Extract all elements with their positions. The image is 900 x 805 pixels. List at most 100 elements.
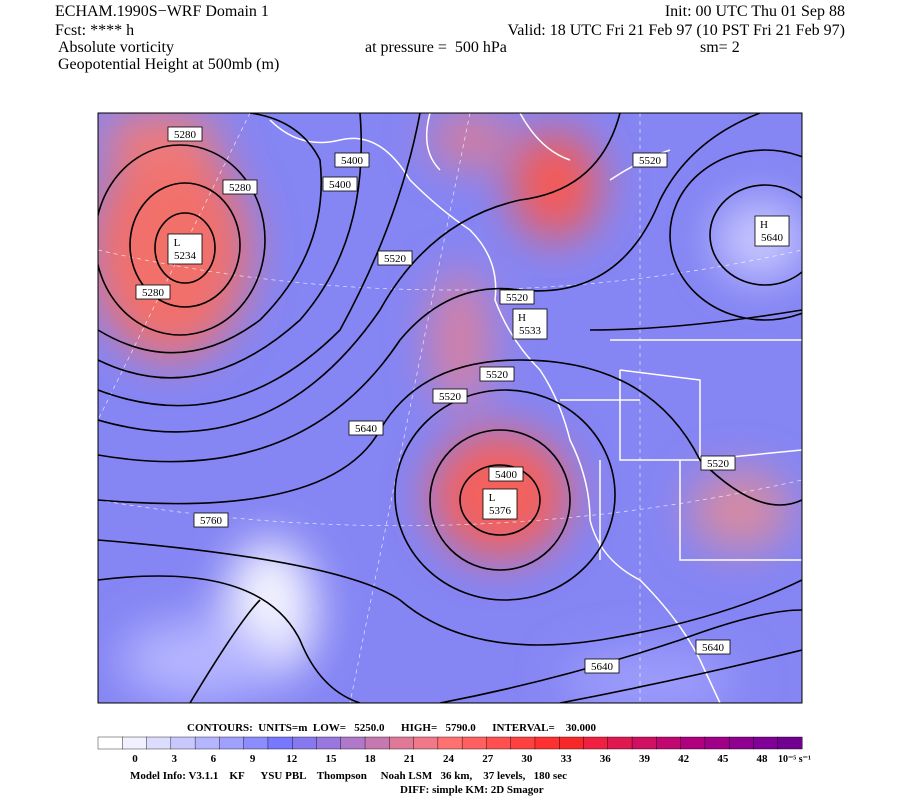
colorbar-cell — [170, 736, 196, 750]
contour-label-box — [488, 466, 524, 482]
contour-field: Geopotential Height at 500mb (m) — [58, 56, 279, 73]
contour-label-box — [222, 179, 258, 195]
colorbar-cell — [243, 736, 269, 750]
extremum-value: 5376 — [489, 505, 512, 517]
colorbar-cell — [219, 736, 245, 750]
colorbar-tick-label: 42 — [678, 753, 690, 765]
extremum-value: 5234 — [174, 250, 197, 262]
colorbar-cell — [534, 736, 560, 750]
extremum-marker: L — [174, 237, 181, 249]
colorbar-cell — [340, 736, 366, 750]
colorbar-tick-label: 6 — [211, 753, 217, 765]
colorbar-cell — [292, 736, 317, 750]
extremum-marker: H — [760, 219, 768, 231]
contour-label: 5520 — [639, 155, 662, 167]
colorbar-cell — [389, 736, 415, 750]
colorbar-tick-label: 12 — [286, 753, 298, 765]
colorbar-cell — [704, 736, 730, 750]
contour-label: 5520 — [439, 391, 462, 403]
contour-label: 5400 — [495, 469, 518, 481]
init-time: Init: 00 UTC Thu 01 Sep 88 — [665, 3, 845, 20]
extremum-marker: H — [518, 312, 526, 324]
colorbar-cell — [316, 736, 342, 750]
colorbar-tick-label: 33 — [561, 753, 573, 765]
colorbar-cell — [146, 736, 172, 750]
colorbar-tick-label: 45 — [717, 753, 729, 765]
contour-label-box — [479, 366, 515, 382]
colorbar-cell — [777, 736, 803, 750]
colorbar-cell — [364, 736, 390, 750]
colorbar-tick-label: 15 — [325, 753, 337, 765]
contour-info: CONTOURS: UNITS=m LOW= 5250.0 HIGH= 5790… — [187, 722, 597, 734]
contour-label: 5640 — [355, 423, 378, 435]
contour-label-box — [167, 126, 203, 142]
title: ECHAM.1990S−WRF Domain 1 — [55, 3, 269, 20]
colorbar-cell — [461, 736, 487, 750]
contour-label: 5520 — [384, 253, 407, 265]
contour-label-box — [348, 420, 384, 436]
contour-label-box — [584, 658, 620, 674]
contour-label: 5280 — [174, 129, 197, 141]
colorbar: 0 3 6 9 12 15 18 21 24 27 30 33 36 39 42 45 48 10⁻⁵ s⁻¹ — [97, 736, 811, 765]
colorbar-cell — [437, 736, 463, 750]
extremum-value: 5533 — [519, 325, 542, 337]
colorbar-units: 10⁻⁵ s⁻¹ — [778, 754, 811, 765]
colorbar-tick-label: 36 — [600, 753, 612, 765]
contour-label: 5760 — [200, 515, 223, 527]
extremum-box — [482, 488, 518, 520]
colorbar-cell — [656, 736, 682, 750]
colorbar-tick-label: 3 — [171, 753, 177, 765]
colorbar-cell — [413, 736, 439, 750]
contour-label-box — [499, 289, 535, 305]
contour-label: 5640 — [591, 661, 614, 673]
colorbar-cell — [510, 736, 536, 750]
colorbar-tick-label: 48 — [757, 753, 769, 765]
contour-label: 5280 — [142, 287, 165, 299]
valid-time: Valid: 18 UTC Fri 21 Feb 97 (10 PST Fri … — [508, 22, 846, 39]
contour-label-box — [334, 152, 370, 168]
forecast: Fcst: **** h — [55, 22, 134, 39]
contour-label-box — [700, 455, 736, 471]
colorbar-cell — [583, 736, 609, 750]
map: 5280528054005400L5234528055205520H564055… — [98, 113, 802, 703]
colorbar-cell — [486, 736, 512, 750]
field: Absolute vorticity — [58, 39, 174, 56]
extremum-box — [167, 233, 203, 265]
contour-label: 5520 — [707, 458, 730, 470]
model-info: Model Info: V3.1.1 KF YSU PBL Thompson N… — [130, 770, 567, 782]
colorbar-cell — [267, 736, 293, 750]
map-frame — [97, 112, 803, 704]
colorbar-tick-label: 27 — [482, 753, 494, 765]
contour-label: 5640 — [702, 642, 725, 654]
contour-label-box — [322, 176, 358, 192]
colorbar-cell — [122, 736, 148, 750]
colorbar-tick-label: 24 — [443, 753, 455, 765]
colorbar-cell — [607, 736, 633, 750]
contour-label-box — [193, 512, 229, 528]
contour-label: 5520 — [486, 369, 509, 381]
contour-label-box — [432, 388, 468, 404]
extremum-marker: L — [489, 492, 496, 504]
contour-label-box — [135, 284, 171, 300]
colorbar-cell — [680, 736, 706, 750]
contour-label: 5400 — [329, 179, 352, 191]
smoothing: sm= 2 — [700, 39, 740, 56]
pressure: at pressure = 500 hPa — [365, 39, 507, 56]
colorbar-tick-label: 39 — [639, 753, 651, 765]
contour-label: 5400 — [341, 155, 364, 167]
colorbar-cell — [559, 736, 585, 750]
colorbar-cell — [194, 736, 220, 750]
colorbar-tick-label: 18 — [365, 753, 377, 765]
contour-label-box — [695, 639, 731, 655]
extremum-box — [754, 215, 790, 247]
colorbar-tick-label: 9 — [250, 753, 256, 765]
contour-label: 5520 — [506, 292, 529, 304]
colorbar-cell — [97, 736, 123, 750]
contour-label-box — [377, 250, 413, 266]
colorbar-tick-label: 30 — [521, 753, 533, 765]
colorbar-cell — [728, 736, 754, 750]
colorbar-cell — [753, 736, 779, 750]
colorbar-tick-label: 21 — [404, 753, 415, 765]
colorbar-tick-label: 0 — [132, 753, 138, 765]
